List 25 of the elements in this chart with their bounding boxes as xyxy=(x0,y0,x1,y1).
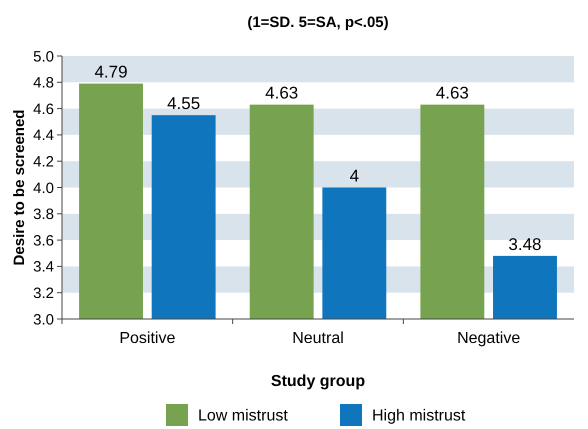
data-label: 4.55 xyxy=(167,94,200,114)
text: 3.2 xyxy=(33,284,54,302)
text: 3.8 xyxy=(33,206,54,224)
text: 4.6 xyxy=(33,100,54,118)
y-axis-title: Desire to be screened xyxy=(11,110,28,266)
text: 4.0 xyxy=(33,180,54,197)
text: 5.0 xyxy=(33,48,54,66)
text: 3.4 xyxy=(33,258,54,276)
x-tick-label: Negative xyxy=(457,330,520,347)
data-label: 4.63 xyxy=(436,84,469,103)
data-label: 3.48 xyxy=(508,234,542,254)
data-label: 4.79 xyxy=(94,62,128,82)
data-label: 4.63 xyxy=(265,84,298,103)
text: 4.4 xyxy=(33,127,54,144)
x-tick-label: Neutral xyxy=(292,330,344,347)
x-axis-title: Study group xyxy=(270,373,366,390)
text: 3.6 xyxy=(33,232,54,250)
x-tick-label: Positive xyxy=(119,330,176,347)
text: 4.2 xyxy=(33,153,54,170)
legend-label: Low mistrust xyxy=(198,408,288,425)
text: 3.0 xyxy=(33,311,54,328)
data-label: 4 xyxy=(350,166,360,186)
legend-label: High mistrust xyxy=(372,408,466,425)
chart-title: (1=SD. 5=SA, p<.05) xyxy=(247,14,389,31)
text: 4.8 xyxy=(33,74,54,92)
